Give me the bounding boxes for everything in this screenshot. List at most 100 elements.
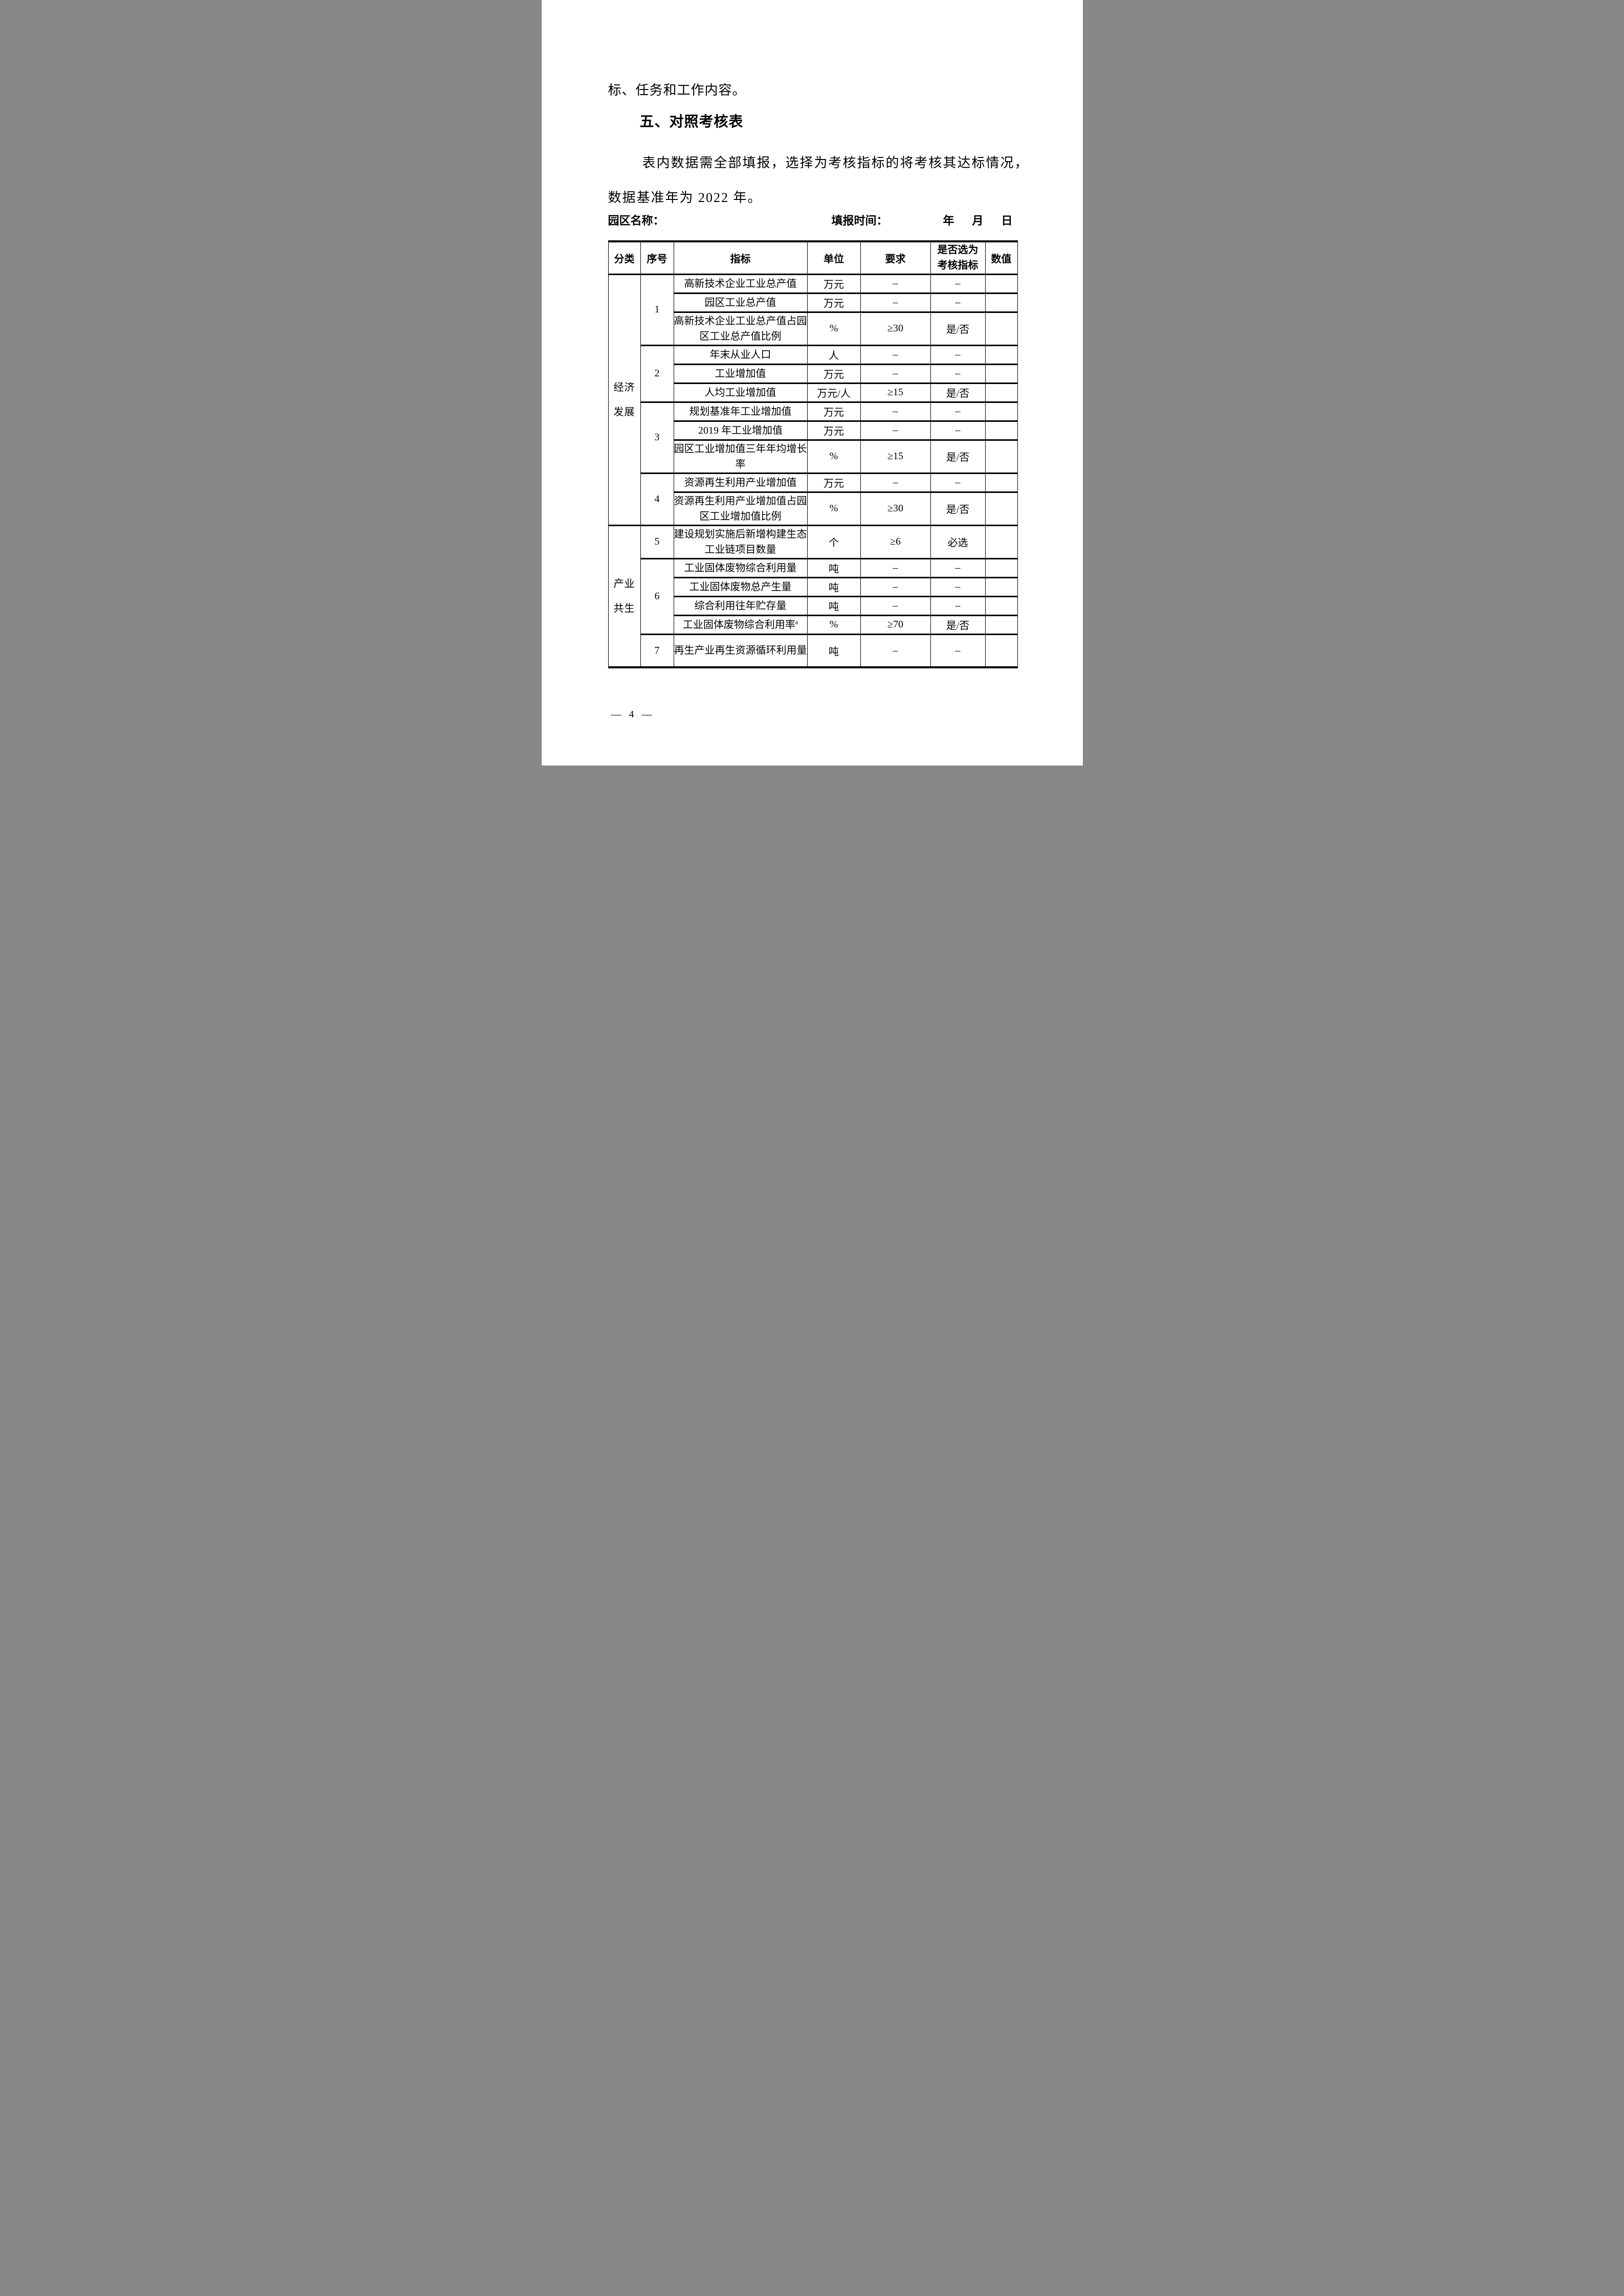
unit-cell: 吨 (807, 576, 861, 597)
indicator-cell: 高新技术企业工业总产值占园区工业总产值比例 (673, 311, 808, 346)
assess-select-cell: – (930, 595, 986, 616)
indicator-cell: 建设规划实施后新增构建生态工业链项目数量 (673, 524, 808, 559)
table-row: 2 年末从业人口 人 – – (608, 344, 1018, 403)
table-row: 园区工业总产值 万元 – – (608, 292, 1018, 313)
page-number: — 4 — (611, 709, 652, 720)
header-assess-select: 是否选为 考核指标 (930, 240, 986, 275)
assess-select-cell: 是/否 (930, 439, 986, 474)
header-requirement: 要求 (860, 240, 931, 275)
requirement-cell: – (860, 633, 931, 668)
value-cell (985, 524, 1018, 559)
requirement-cell: – (860, 273, 931, 294)
requirement-cell: – (860, 420, 931, 441)
unit-cell: 个 (807, 524, 861, 559)
unit-cell: 万元 (807, 292, 861, 313)
value-cell (985, 576, 1018, 597)
serial-cell: 3 (640, 401, 674, 474)
indicator-cell: 资源再生利用产业增加值占园区工业增加值比例 (673, 491, 808, 526)
unit-cell: 万元 (807, 472, 861, 493)
assess-select-cell: – (930, 633, 986, 668)
unit-cell: % (807, 614, 861, 635)
requirement-cell: – (860, 344, 931, 365)
table-row: 7 再生产业再生资源循环利用量 吨 – – (608, 633, 1018, 668)
table-row: 工业增加值 万元 – – (608, 363, 1018, 384)
year-label: 年 (943, 214, 954, 227)
assess-select-cell: 是/否 (930, 382, 986, 403)
requirement-cell: ≥30 (860, 311, 931, 346)
assess-select-cell: – (930, 420, 986, 441)
indicator-cell: 工业增加值 (673, 363, 808, 384)
table-row: 产业 共生 5 建设规划实施后新增构建生态工业链项目数量 个 ≥6 必选 (608, 524, 1018, 668)
indicator-cell: 园区工业总产值 (673, 292, 808, 313)
serial-cell: 7 (640, 633, 674, 668)
assess-select-cell: – (930, 557, 986, 578)
serial-cell: 4 (640, 472, 674, 526)
unit-cell: 吨 (807, 595, 861, 616)
indicator-cell: 年末从业人口 (673, 344, 808, 365)
value-cell (985, 557, 1018, 578)
indicator-text: 工业固体废物综合利用率 (682, 619, 795, 631)
section-heading: 五、对照考核表 (639, 114, 744, 129)
unit-cell: 吨 (807, 557, 861, 578)
header-indicator: 指标 (673, 240, 808, 275)
table-row: 园区工业增加值三年年均增长率 % ≥15 是/否 (608, 439, 1018, 474)
requirement-cell: ≥15 (860, 382, 931, 403)
assessment-table: 分类 序号 指标 单位 要求 是否选为 考核指标 数值 经济 发展 1 高新技术… (608, 240, 1018, 668)
unit-cell: 吨 (807, 633, 861, 668)
indicator-cell: 工业固体废物综合利用量 (673, 557, 808, 578)
header-value: 数值 (985, 240, 1018, 275)
indicator-cell: 工业固体废物总产生量 (673, 576, 808, 597)
unit-cell: 万元/人 (807, 382, 861, 403)
unit-cell: % (807, 439, 861, 474)
requirement-cell: – (860, 576, 931, 597)
unit-cell: 万元 (807, 401, 861, 422)
table-row: 经济 发展 1 高新技术企业工业总产值 万元 – – (608, 273, 1018, 526)
assess-select-cell: 必选 (930, 524, 986, 559)
value-cell (985, 401, 1018, 422)
table-row: 资源再生利用产业增加值占园区工业增加值比例 % ≥30 是/否 (608, 491, 1018, 526)
serial-cell: 2 (640, 344, 674, 403)
category-cell: 产业 共生 (608, 524, 641, 668)
value-cell (985, 439, 1018, 474)
table-row: 人均工业增加值 万元/人 ≥15 是/否 (608, 382, 1018, 403)
paragraph-line-1: 表内数据需全部填报，选择为考核指标的将考核其达标情况， (642, 155, 1029, 170)
value-cell (985, 420, 1018, 441)
table-row: 6 工业固体废物综合利用量 吨 – – (608, 557, 1018, 635)
assess-select-cell: 是/否 (930, 491, 986, 526)
table-row: 3 规划基准年工业增加值 万元 – – (608, 401, 1018, 474)
assess-select-cell: – (930, 292, 986, 313)
value-cell (985, 472, 1018, 493)
unit-cell: % (807, 491, 861, 526)
report-time-label: 填报时间： (831, 214, 888, 227)
month-label: 月 (972, 214, 984, 227)
requirement-cell: – (860, 292, 931, 313)
requirement-cell: – (860, 557, 931, 578)
assess-select-cell: – (930, 472, 986, 493)
requirement-cell: ≥30 (860, 491, 931, 526)
value-cell (985, 633, 1018, 668)
indicator-cell: 再生产业再生资源循环利用量 (673, 633, 808, 668)
assess-select-cell: – (930, 273, 986, 294)
park-name-label: 园区名称： (608, 214, 664, 227)
unit-cell: 万元 (807, 420, 861, 441)
requirement-cell: – (860, 472, 931, 493)
unit-cell: % (807, 311, 861, 346)
requirement-cell: – (860, 595, 931, 616)
table-row: 4 资源再生利用产业增加值 万元 – – (608, 472, 1018, 526)
unit-cell: 万元 (807, 363, 861, 384)
requirement-cell: ≥15 (860, 439, 931, 474)
unit-cell: 人 (807, 344, 861, 365)
assess-select-cell: 是/否 (930, 311, 986, 346)
paragraph-line-2: 数据基准年为 2022 年。 (608, 190, 762, 205)
indicator-cell: 高新技术企业工业总产值 (673, 273, 808, 294)
table-header-row: 分类 序号 指标 单位 要求 是否选为 考核指标 数值 (608, 240, 1018, 275)
requirement-cell: – (860, 401, 931, 422)
serial-cell: 1 (640, 273, 674, 346)
serial-cell: 5 (640, 524, 674, 559)
table-row: 工业固体废物综合利用率a % ≥70 是/否 (608, 614, 1018, 635)
value-cell (985, 491, 1018, 526)
assess-select-cell: – (930, 576, 986, 597)
intro-line: 标、任务和工作内容。 (608, 83, 746, 98)
table-row: 2019 年工业增加值 万元 – – (608, 420, 1018, 441)
document-page: 标、任务和工作内容。 五、对照考核表 表内数据需全部填报，选择为考核指标的将考核… (541, 0, 1083, 766)
